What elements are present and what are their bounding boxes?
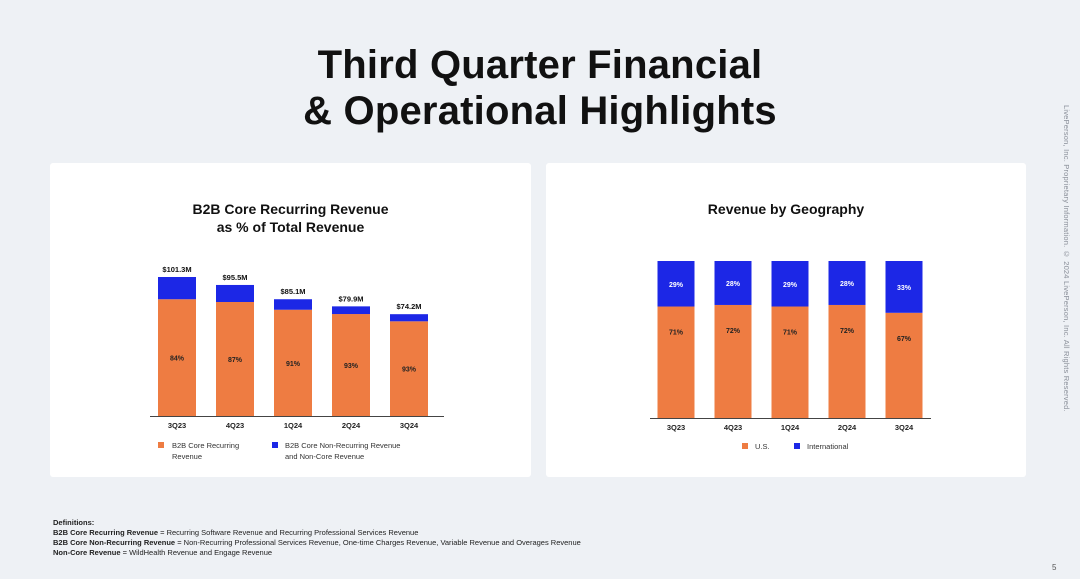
legend-swatch-non-recurring (272, 442, 278, 448)
definition-item: B2B Core Non-Recurring Revenue = Non-Rec… (53, 538, 581, 547)
data-label: 93% (402, 367, 417, 374)
bar-international (771, 261, 809, 307)
data-label: 71% (669, 330, 684, 337)
bar-non-recurring (158, 277, 196, 300)
copyright-note: LivePerson, Inc. Proprietary Information… (1062, 105, 1071, 412)
bar-non-recurring (332, 306, 370, 315)
data-label: 91% (286, 361, 301, 368)
data-label: 71% (783, 330, 798, 337)
x-tick-label: 4Q23 (724, 423, 742, 432)
definition-item: B2B Core Recurring Revenue = Recurring S… (53, 528, 419, 537)
x-tick-label: 1Q24 (284, 421, 303, 430)
bar-us (657, 306, 695, 418)
legend-swatch-us (742, 443, 748, 449)
bar-international (885, 261, 923, 313)
legend-swatch-core-recurring (158, 442, 164, 448)
bar-core-recurring (216, 301, 254, 416)
geography-chart-card: Revenue by Geography 71% 29% 3Q23 72% 28% 4Q2… (546, 163, 1026, 477)
data-label: 87% (228, 357, 243, 364)
x-tick-label: 2Q24 (838, 423, 857, 432)
bar-us (714, 304, 752, 418)
total-label: $79.9M (338, 294, 363, 303)
total-label: $101.3M (162, 265, 191, 274)
bar-core-recurring (332, 314, 370, 416)
bar-core-recurring (158, 299, 196, 416)
x-tick-label: 2Q24 (342, 421, 361, 430)
bar-international (657, 261, 695, 307)
geography-chart-title: Revenue by Geography (707, 201, 865, 217)
bar-core-recurring (390, 321, 428, 416)
x-tick-label: 3Q24 (895, 423, 914, 432)
bar-non-recurring (390, 314, 428, 322)
core-revenue-chart-card: B2B Core Recurring Revenue as % of Total… (50, 163, 531, 477)
bar-international (828, 261, 866, 305)
data-label: 28% (840, 281, 855, 288)
data-label: 29% (783, 282, 798, 289)
core-revenue-chart-title-line-1: B2B Core Recurring Revenue (192, 201, 389, 217)
data-label: 72% (840, 328, 855, 335)
data-label: 33% (897, 285, 912, 292)
legend-label: B2B Core Recurring (172, 441, 239, 450)
definitions-heading: Definitions: (53, 518, 95, 527)
x-tick-label: 4Q23 (226, 421, 244, 430)
legend-label: U.S. (755, 442, 770, 451)
definition-item: Non-Core Revenue = WildHealth Revenue an… (53, 548, 273, 557)
bar-core-recurring (274, 309, 312, 416)
x-tick-label: 3Q24 (400, 421, 419, 430)
page-number: 5 (1052, 563, 1057, 572)
data-label: 72% (726, 328, 741, 335)
data-label: 29% (669, 282, 684, 289)
x-tick-label: 3Q23 (168, 421, 186, 430)
legend-swatch-international (794, 443, 800, 449)
page-title-line-2: & Operational Highlights (303, 89, 777, 133)
x-tick-label: 3Q23 (667, 423, 685, 432)
legend-label: Revenue (172, 452, 202, 461)
total-label: $95.5M (222, 273, 247, 282)
core-revenue-chart-title: B2B Core Recurring Revenue as % of Total… (50, 200, 531, 236)
page-title-line-1: Third Quarter Financial (317, 43, 763, 87)
page-title: Third Quarter Financial & Operational Hi… (0, 42, 1080, 134)
data-label: 28% (726, 281, 741, 288)
data-label: 84% (170, 356, 185, 363)
bar-non-recurring (274, 299, 312, 310)
legend-label: International (807, 442, 849, 451)
total-label: $85.1M (280, 287, 305, 296)
total-label: $74.2M (396, 302, 421, 311)
legend-label: and Non-Core Revenue (285, 452, 364, 461)
bar-international (714, 261, 752, 305)
core-revenue-chart: 84% $101.3M 3Q23 87% $95.5M 4Q23 91% $85.1M 1Q24… (150, 265, 444, 461)
bar-us (828, 304, 866, 418)
bar-us (771, 306, 809, 418)
data-label: 67% (897, 336, 912, 343)
geography-chart: 71% 29% 3Q23 72% 28% 4Q23 71% 29% 1Q24 72% 28% 2Q24… (650, 261, 931, 451)
bar-non-recurring (216, 284, 254, 302)
data-label: 93% (344, 363, 359, 370)
x-tick-label: 1Q24 (781, 423, 800, 432)
legend-label: B2B Core Non-Recurring Revenue (285, 441, 400, 450)
definitions: Definitions: B2B Core Recurring Revenue … (53, 518, 581, 558)
core-revenue-chart-title-line-2: as % of Total Revenue (216, 219, 365, 235)
bar-us (885, 312, 923, 418)
